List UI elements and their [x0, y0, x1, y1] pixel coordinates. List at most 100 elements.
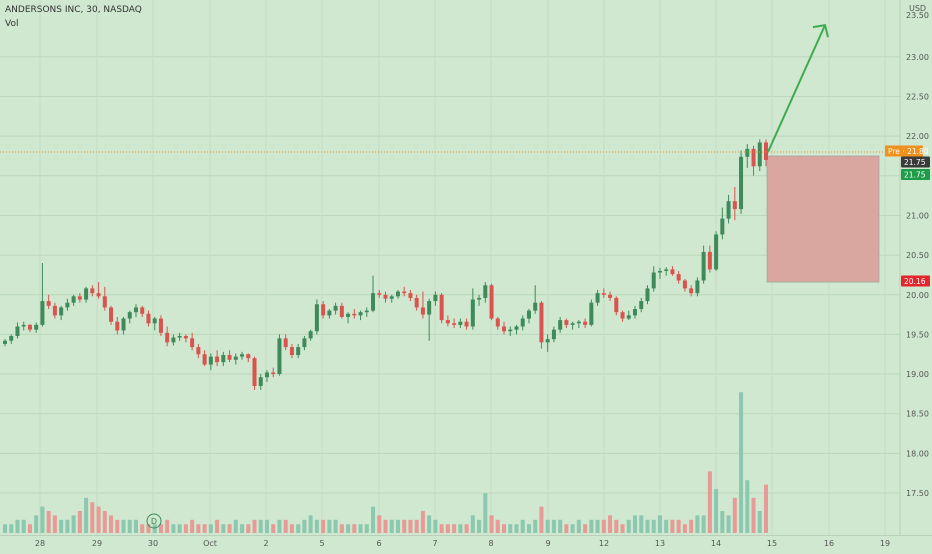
candle-body: [589, 302, 594, 325]
volume-bar: [371, 506, 376, 533]
candle-body: [3, 340, 7, 344]
volume-bar: [589, 519, 594, 533]
volume-bar: [109, 515, 114, 533]
volume-bar: [670, 519, 675, 533]
candle-body: [190, 338, 195, 348]
volume-bar: [633, 515, 638, 533]
volume-bar: [152, 524, 157, 533]
price-tick-label: 18.50: [906, 410, 929, 419]
time-tick-label: 14: [711, 539, 721, 548]
candle-body: [314, 304, 319, 332]
price-badge-text: 21.75: [904, 171, 926, 180]
volume-bar: [208, 524, 213, 533]
candle-body: [739, 156, 744, 210]
candle-body: [757, 142, 762, 167]
volume-bar: [558, 519, 563, 533]
time-tick-label: 15: [767, 539, 777, 548]
candle-body: [327, 310, 332, 316]
candle-body: [102, 296, 107, 308]
volume-bar: [464, 524, 469, 533]
volume-bar: [202, 524, 207, 533]
volume-bar: [264, 519, 269, 533]
volume-bar: [408, 519, 413, 533]
volume-bar: [40, 506, 45, 533]
volume-bar: [639, 515, 644, 533]
volume-bar: [240, 524, 245, 533]
price-tick-label: 19.00: [906, 370, 929, 379]
volume-bar: [551, 519, 556, 533]
candle-body: [246, 354, 251, 359]
volume-bar: [545, 519, 550, 533]
candle-body: [196, 347, 201, 355]
candle-body: [65, 302, 70, 308]
candle-body: [520, 318, 525, 327]
candle-body: [495, 318, 500, 327]
candle-body: [21, 324, 26, 327]
candle-body: [564, 320, 569, 325]
volume-bar: [9, 524, 14, 533]
grid: [0, 0, 900, 535]
candle-body: [346, 313, 351, 317]
price-tick-label: 18.00: [906, 449, 929, 458]
candle-body: [84, 288, 89, 300]
candle-body: [339, 305, 344, 317]
volume-bar: [508, 524, 513, 533]
volume-bar: [477, 519, 482, 533]
candle-body: [707, 251, 712, 270]
candle-body: [9, 335, 14, 341]
volume-bar: [227, 524, 232, 533]
volume-bar: [283, 519, 288, 533]
volume-bar: [757, 511, 762, 533]
candle-body: [508, 329, 513, 332]
chart-header: ANDERSONS INC, 30, NASDAQ Vol: [5, 3, 142, 31]
price-badge-text: 21.75: [904, 158, 926, 167]
candle-body: [127, 312, 132, 319]
price-badge-bg: [885, 145, 923, 157]
candle-body: [551, 329, 556, 340]
candle-body: [27, 324, 32, 330]
time-tick-label: 7: [432, 539, 437, 548]
time-tick-label: 12: [599, 539, 609, 548]
volume-bar: [664, 519, 669, 533]
volume-bar: [196, 524, 201, 533]
candle-body: [645, 288, 650, 302]
candle-body: [140, 307, 145, 314]
target-zone: [766, 155, 880, 283]
volume-bar: [358, 524, 363, 533]
volume-bar: [377, 515, 382, 533]
volume-bar: [346, 524, 351, 533]
volume-bar: [595, 519, 600, 533]
candle-body: [271, 372, 276, 375]
volume-bar: [707, 471, 712, 533]
candle-body: [252, 358, 257, 386]
volume-bar: [84, 497, 89, 533]
price-axis[interactable]: 17.50 18.00 18.50 19.00 19.50 20.00 20.50 21.00…: [885, 0, 932, 550]
candle-body: [576, 321, 581, 324]
volume-bar: [308, 515, 313, 533]
volume-bar: [564, 524, 569, 533]
candle-body: [202, 354, 207, 365]
candle-body: [34, 324, 39, 330]
time-axis[interactable]: 28 29 30 Oct 2 5 6 7 8 9 12 13 14 15 16 19: [0, 535, 932, 549]
candle-body: [764, 142, 768, 160]
volume-bar: [458, 524, 463, 533]
candle-body: [445, 320, 450, 324]
volume-bar: [576, 519, 581, 533]
volume-bar: [27, 524, 32, 533]
volume-bar: [190, 519, 195, 533]
volume-bar: [483, 493, 488, 533]
candle-body: [371, 293, 376, 311]
volume-bar: [714, 489, 719, 533]
candles: [3, 139, 768, 390]
volume-bar: [96, 506, 101, 533]
candle-body: [676, 274, 681, 281]
volume-bar: [339, 524, 344, 533]
time-tick-label: 13: [655, 539, 665, 548]
volume-bar: [620, 524, 625, 533]
candle-body: [608, 294, 613, 298]
volume-bar: [427, 515, 432, 533]
volume-bar: [121, 519, 126, 533]
volume-bar: [252, 519, 257, 533]
